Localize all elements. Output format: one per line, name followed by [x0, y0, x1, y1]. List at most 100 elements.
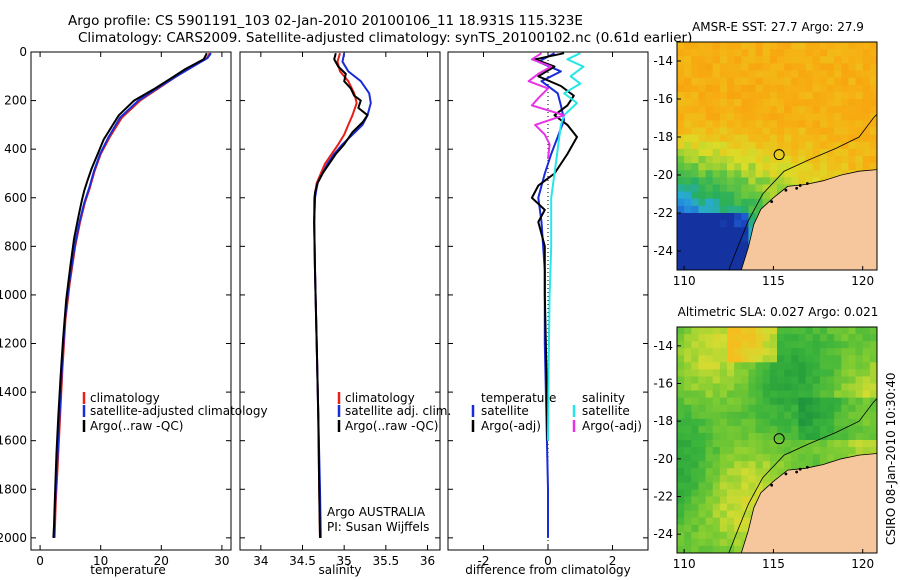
map-cell — [784, 397, 792, 406]
map-cell — [698, 334, 707, 342]
map-cell — [862, 127, 871, 136]
map-cell — [762, 404, 771, 413]
map-cell — [748, 106, 757, 114]
map-cell — [734, 376, 742, 385]
map-cell — [741, 91, 750, 100]
map-cell — [827, 49, 835, 57]
map-cell — [677, 538, 685, 547]
map-cell — [862, 425, 871, 434]
map-cell — [712, 113, 721, 121]
map-cell — [691, 411, 700, 420]
map-cell — [841, 156, 850, 164]
map-cell — [719, 524, 728, 533]
map-cell — [827, 141, 835, 150]
map-cell — [812, 390, 821, 399]
map-cell — [712, 503, 721, 512]
map-cell — [805, 362, 814, 370]
map-cell — [712, 425, 721, 434]
map-cell — [784, 461, 792, 469]
figure-title-line2: Climatology: CARS2009. Satellite-adjuste… — [78, 30, 692, 46]
map-cell — [691, 213, 700, 221]
map-cell — [677, 440, 685, 448]
map-cell — [762, 120, 771, 129]
map-cell — [741, 475, 750, 483]
map-cell — [834, 362, 842, 370]
map-cell — [691, 91, 700, 100]
map-cell — [677, 432, 685, 441]
map-cell — [719, 120, 728, 129]
map-cell — [741, 99, 750, 107]
map-cell — [734, 170, 742, 178]
map-cell — [762, 177, 771, 186]
map-cell — [798, 148, 807, 157]
map-cell — [819, 42, 828, 50]
map-cell — [677, 390, 685, 399]
map-cell — [705, 262, 714, 270]
map-cell — [791, 91, 800, 100]
map-cell — [869, 362, 877, 370]
x-tick-label: 115 — [762, 274, 785, 288]
map-cell — [869, 369, 877, 378]
map-cell — [684, 106, 692, 114]
map-cell — [691, 376, 700, 385]
map-cell — [705, 191, 714, 200]
map-cell — [691, 524, 700, 533]
map-cell — [705, 468, 714, 476]
map-cell — [755, 120, 764, 129]
map-cell — [712, 411, 721, 420]
map-cell — [748, 198, 757, 207]
map-cell — [691, 156, 700, 164]
map-cell — [791, 56, 800, 64]
map-cell — [748, 355, 757, 363]
map-cell — [712, 184, 721, 193]
map-cell — [784, 63, 792, 72]
map-cell — [684, 397, 692, 406]
map-cell — [712, 510, 721, 519]
map-cell — [819, 120, 828, 129]
map-cell — [684, 191, 692, 200]
map-cell — [741, 241, 750, 250]
map-cell — [769, 376, 778, 385]
map-cell — [698, 227, 707, 235]
map-cell — [712, 447, 721, 455]
x-tick-label: 0 — [36, 554, 44, 568]
map-cell — [691, 390, 700, 399]
map-cell — [727, 99, 735, 107]
map-cell — [727, 327, 735, 335]
map-cell — [812, 63, 821, 72]
map-cell — [812, 163, 821, 171]
map-cell — [798, 348, 807, 356]
map-cell — [741, 425, 750, 434]
map-cell — [691, 418, 700, 427]
map-cell — [719, 113, 728, 121]
map-cell — [698, 538, 707, 547]
legend-salinity-title: salinity — [582, 391, 625, 405]
map-cell — [719, 404, 728, 413]
map-cell — [805, 49, 814, 57]
map-cell — [698, 376, 707, 385]
map-cell — [677, 99, 685, 107]
map-cell — [741, 49, 750, 57]
map-cell — [748, 369, 757, 378]
map-cell — [862, 334, 871, 342]
map-cell — [755, 454, 764, 462]
map-cell — [684, 148, 692, 157]
y-tick-label: 1200 — [0, 337, 27, 351]
map-cell — [698, 482, 707, 491]
map-cell — [741, 531, 750, 540]
map-cell — [769, 191, 778, 200]
map-cell — [684, 510, 692, 519]
map-cell — [727, 404, 735, 413]
map-cell — [684, 91, 692, 100]
map-cell — [691, 170, 700, 178]
map-cell — [719, 355, 728, 363]
map-cell — [819, 362, 828, 370]
map-cell — [805, 91, 814, 100]
map-cell — [841, 141, 850, 150]
map-cell — [755, 404, 764, 413]
map-cell — [848, 390, 857, 399]
map-cell — [791, 390, 800, 399]
map-cell — [691, 234, 700, 243]
map-cell — [805, 42, 814, 50]
map-cell — [691, 255, 700, 264]
